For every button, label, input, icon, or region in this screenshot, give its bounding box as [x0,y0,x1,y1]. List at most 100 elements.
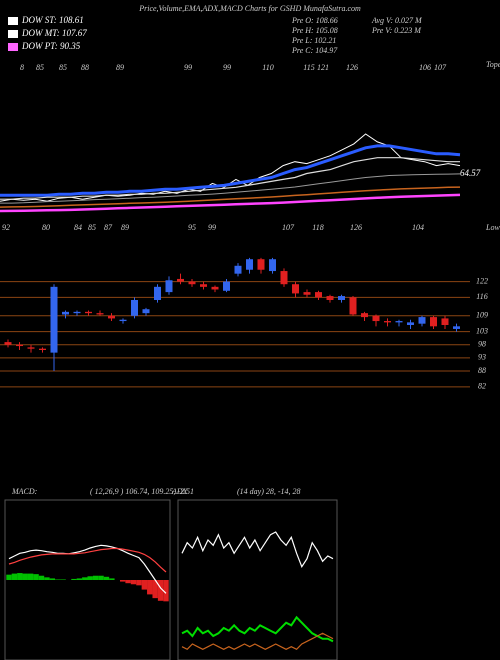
histogram-bar [147,580,153,595]
candle-body [188,281,196,285]
candle-body [39,348,46,350]
bottom-label: 80 [42,223,50,232]
panel-subtitle: ( 12,26,9 ) 106.74, 109.25, -2.51 [90,487,194,496]
ema-line [0,133,461,202]
info-label: Pre L: 102.21 [291,36,336,45]
histogram-bar [60,579,66,580]
top-label: 121 [317,63,329,72]
bottom-label: 92 [2,223,10,232]
legend-label: DOW PT: 90.35 [21,41,81,51]
candle-body [108,315,115,319]
histogram-bar [98,575,104,580]
histogram-bar [76,578,83,580]
page-title: Price,Volume,EMA,ADX,MACD Charts for GSH… [138,4,361,13]
candle-body [119,319,127,322]
y-tick-label: 82 [478,382,486,391]
candle-body [453,326,460,329]
histogram-bar [109,578,115,580]
legend-swatch [8,17,18,25]
top-label: 99 [223,63,231,72]
candle-body [96,313,104,315]
bottom-label: 87 [104,223,113,232]
candle-body [372,315,380,322]
candle-body [177,278,184,282]
histogram-bar [103,576,110,580]
candle-body [395,321,403,323]
legend-swatch [8,30,18,38]
panel-title: MACD: [11,487,38,496]
candle-body [361,313,368,318]
ema-line [0,157,460,200]
top-label: 110 [262,63,273,72]
histogram-bar [125,580,131,584]
candle-body [73,311,81,314]
histogram-bar [92,575,99,580]
bottom-label: 118 [312,223,323,232]
info-label: Pre H: 105.08 [291,26,338,35]
candle-body [280,271,288,285]
candle-body [85,311,92,314]
y-tick-label: 109 [476,311,488,320]
histogram-bar [11,573,18,580]
histogram-bar [119,580,126,582]
legend-label: DOW MT: 107.67 [21,28,87,38]
candle-body [257,259,265,270]
panel-subtitle: (14 day) 28, -14, 28 [237,487,301,496]
macd-line [8,547,167,573]
candle-body [154,286,161,300]
candle-body [292,284,299,294]
y-tick-label: 88 [478,366,486,375]
histogram-bar [87,576,93,580]
candle-body [27,347,35,349]
y-tick-label: 93 [478,353,486,362]
candle-body [407,322,414,325]
panel [177,499,338,660]
histogram-bar [44,577,50,580]
histogram-bar [6,574,12,580]
histogram-bar [163,580,169,602]
adx-line [181,632,334,651]
candle-body [200,284,207,287]
candle-body [165,280,173,293]
info-label: Avg V: 0.027 M [371,16,423,25]
upper-label: Tope [486,60,500,69]
ema-line [0,186,461,208]
histogram-bar [82,577,88,580]
bottom-label: 99 [208,223,216,232]
top-label: 85 [36,63,44,72]
top-label: 126 [346,63,358,72]
histogram-bar [49,578,56,580]
candle-body [131,300,138,316]
bottom-label: 126 [350,223,362,232]
histogram-bar [38,575,45,580]
candle-body [303,292,311,295]
top-label: 8 [20,63,24,72]
histogram-bar [136,580,142,586]
candle-body [384,321,391,323]
top-label: 88 [81,63,89,72]
top-label: 85 [59,63,67,72]
candle-body [4,342,12,345]
histogram-bar [71,578,77,580]
histogram-bar [17,573,23,580]
macd-line [8,544,167,594]
y-tick-label: 122 [476,276,488,285]
candle-body [234,265,242,274]
bottom-label: 89 [121,223,129,232]
candle-body [441,318,449,325]
histogram-bar [55,579,61,580]
candle-body [211,286,219,290]
last-label: 64.57 [460,168,481,178]
info-label: Pre C: 104.97 [291,46,338,55]
top-label: 107 [434,63,447,72]
top-label: 99 [184,63,192,72]
top-label: 106 [419,63,431,72]
histogram-bar [157,580,164,601]
histogram-bar [130,580,137,585]
bottom-label: 95 [188,223,196,232]
legend-swatch [8,43,18,51]
bottom-label: 104 [412,223,424,232]
candle-body [418,317,426,324]
panel-title: ADX [171,487,189,496]
